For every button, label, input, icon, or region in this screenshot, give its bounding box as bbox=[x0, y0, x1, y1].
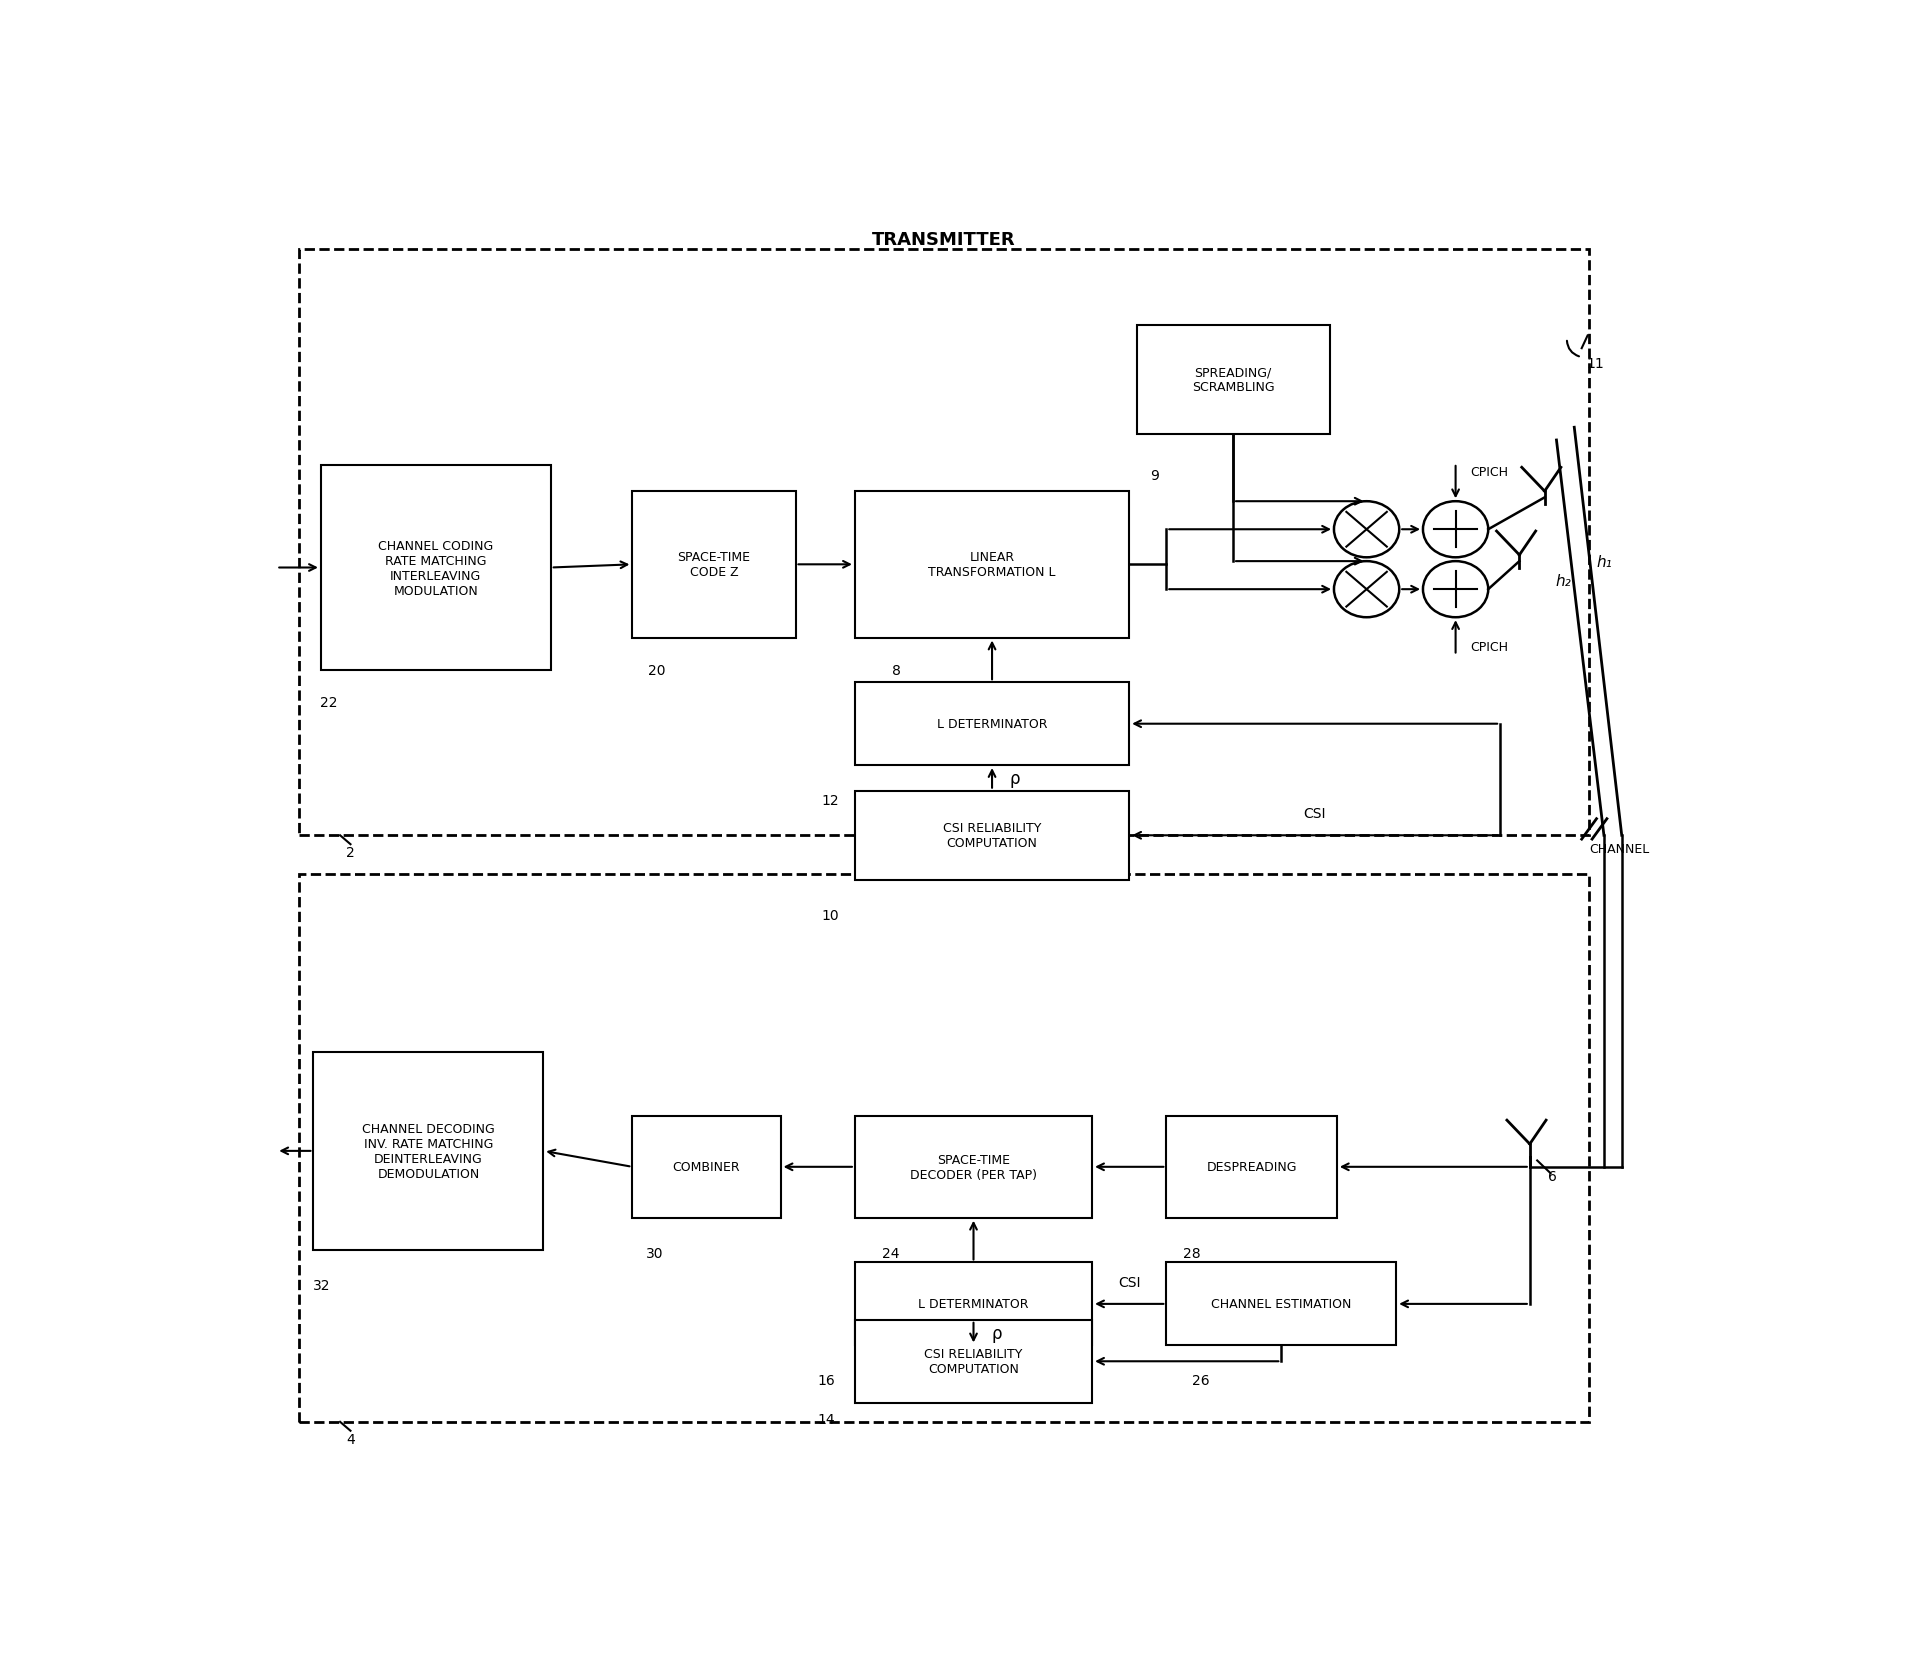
Text: CSI: CSI bbox=[1303, 806, 1326, 821]
Text: CHANNEL: CHANNEL bbox=[1589, 842, 1650, 856]
FancyBboxPatch shape bbox=[1137, 326, 1330, 434]
Text: 4: 4 bbox=[346, 1432, 354, 1446]
Text: L DETERMINATOR: L DETERMINATOR bbox=[919, 1298, 1028, 1311]
Text: 28: 28 bbox=[1183, 1246, 1200, 1259]
Text: CPICH: CPICH bbox=[1470, 640, 1508, 654]
Text: L DETERMINATOR: L DETERMINATOR bbox=[936, 718, 1047, 732]
Text: SPREADING/
SCRAMBLING: SPREADING/ SCRAMBLING bbox=[1192, 366, 1275, 394]
Text: CHANNEL DECODING
INV. RATE MATCHING
DEINTERLEAVING
DEMODULATION: CHANNEL DECODING INV. RATE MATCHING DEIN… bbox=[362, 1122, 494, 1180]
Text: 32: 32 bbox=[312, 1278, 331, 1293]
Text: 24: 24 bbox=[882, 1246, 900, 1259]
Text: CSI RELIABILITY
COMPUTATION: CSI RELIABILITY COMPUTATION bbox=[924, 1347, 1022, 1375]
Text: DESPREADING: DESPREADING bbox=[1206, 1160, 1298, 1173]
Text: CSI: CSI bbox=[1118, 1274, 1141, 1289]
Text: ρ: ρ bbox=[991, 1324, 1001, 1342]
FancyBboxPatch shape bbox=[1166, 1115, 1338, 1218]
FancyBboxPatch shape bbox=[632, 492, 796, 639]
FancyBboxPatch shape bbox=[856, 1321, 1093, 1403]
Text: RECEIVER: RECEIVER bbox=[896, 844, 993, 861]
Text: 26: 26 bbox=[1192, 1374, 1210, 1387]
Text: COMBINER: COMBINER bbox=[672, 1160, 741, 1173]
FancyBboxPatch shape bbox=[856, 1115, 1093, 1218]
Text: 9: 9 bbox=[1150, 468, 1158, 483]
Text: 12: 12 bbox=[821, 794, 838, 808]
FancyBboxPatch shape bbox=[314, 1053, 544, 1250]
Text: TRANSMITTER: TRANSMITTER bbox=[873, 230, 1016, 248]
FancyBboxPatch shape bbox=[1166, 1263, 1397, 1346]
Text: 8: 8 bbox=[892, 664, 900, 679]
FancyBboxPatch shape bbox=[856, 492, 1129, 639]
Text: CHANNEL CODING
RATE MATCHING
INTERLEAVING
MODULATION: CHANNEL CODING RATE MATCHING INTERLEAVIN… bbox=[379, 540, 494, 597]
Text: 30: 30 bbox=[645, 1246, 664, 1259]
Text: SPACE-TIME
DECODER (PER TAP): SPACE-TIME DECODER (PER TAP) bbox=[909, 1154, 1037, 1182]
Text: 10: 10 bbox=[821, 909, 838, 922]
FancyBboxPatch shape bbox=[856, 1263, 1093, 1346]
FancyBboxPatch shape bbox=[856, 791, 1129, 880]
Text: 2: 2 bbox=[346, 846, 354, 861]
FancyBboxPatch shape bbox=[322, 467, 551, 670]
Text: 20: 20 bbox=[649, 664, 666, 679]
FancyBboxPatch shape bbox=[856, 684, 1129, 766]
Text: h₁: h₁ bbox=[1596, 554, 1612, 569]
Text: CPICH: CPICH bbox=[1470, 467, 1508, 478]
Text: 14: 14 bbox=[817, 1412, 836, 1425]
Text: CHANNEL ESTIMATION: CHANNEL ESTIMATION bbox=[1212, 1298, 1351, 1311]
Text: 22: 22 bbox=[320, 695, 337, 710]
Text: 6: 6 bbox=[1548, 1170, 1556, 1183]
Text: CSI RELIABILITY
COMPUTATION: CSI RELIABILITY COMPUTATION bbox=[944, 823, 1041, 849]
Text: SPACE-TIME
CODE Z: SPACE-TIME CODE Z bbox=[678, 551, 750, 579]
Text: 11: 11 bbox=[1587, 357, 1604, 371]
Text: h₂: h₂ bbox=[1556, 573, 1571, 589]
Text: LINEAR
TRANSFORMATION L: LINEAR TRANSFORMATION L bbox=[928, 551, 1057, 579]
Text: 16: 16 bbox=[817, 1374, 836, 1387]
Text: ρ: ρ bbox=[1011, 770, 1020, 788]
FancyBboxPatch shape bbox=[632, 1115, 781, 1218]
